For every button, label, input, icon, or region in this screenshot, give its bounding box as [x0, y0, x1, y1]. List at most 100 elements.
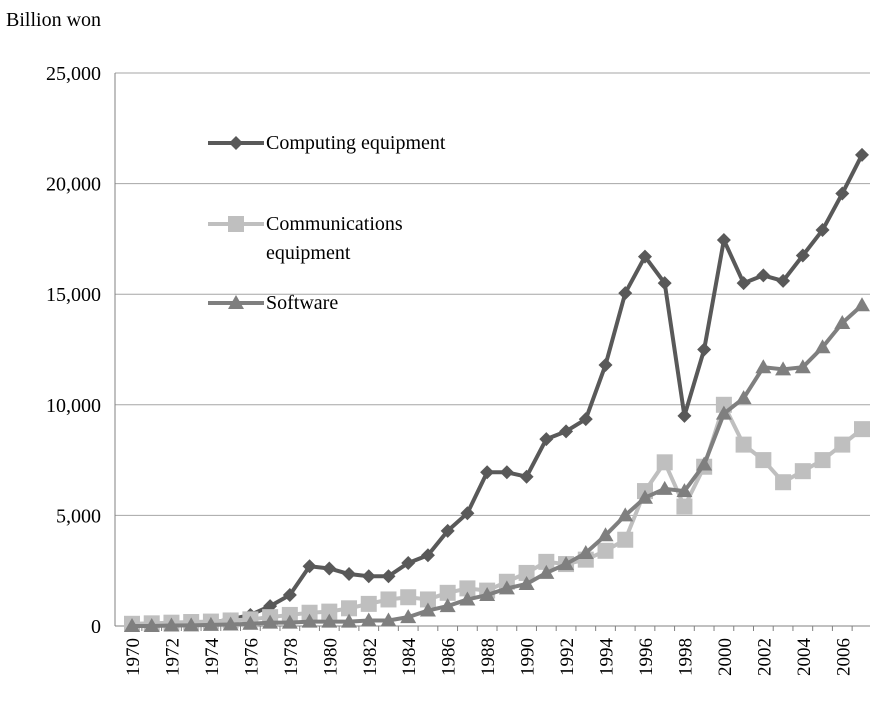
data-point: [855, 147, 869, 162]
data-point: [341, 600, 358, 617]
data-point: [163, 617, 180, 632]
data-point: [597, 542, 614, 559]
data-point: [282, 588, 297, 603]
data-point: [143, 618, 160, 632]
x-tick-label: 2000: [715, 638, 736, 676]
data-point: [380, 591, 397, 608]
data-point: [228, 295, 244, 309]
data-point: [124, 618, 140, 632]
data-point: [460, 506, 475, 521]
data-point: [834, 436, 851, 453]
data-point: [677, 408, 692, 423]
data-point: [480, 465, 495, 480]
data-point: [775, 474, 792, 491]
data-point: [617, 531, 634, 548]
data-point: [498, 580, 515, 595]
data-point: [736, 276, 751, 291]
data-point: [756, 268, 771, 283]
data-point: [755, 452, 772, 469]
data-point: [321, 603, 338, 620]
data-point: [835, 186, 850, 201]
data-point: [360, 612, 377, 627]
data-point: [262, 614, 279, 629]
x-tick-label: 1974: [202, 638, 223, 677]
data-point: [459, 591, 476, 606]
y-axis-label: Billion won: [6, 9, 101, 31]
data-point: [815, 223, 830, 238]
series-line: [132, 303, 864, 628]
x-tick-label: 1982: [360, 638, 381, 676]
data-point: [419, 591, 436, 608]
x-tick-label: 1998: [675, 638, 696, 676]
data-point: [696, 456, 713, 471]
data-point: [360, 595, 377, 612]
data-point: [519, 469, 534, 484]
x-tick-label: 2002: [754, 638, 775, 676]
data-point: [380, 612, 397, 627]
data-point: [795, 248, 810, 263]
y-tick-label: 10,000: [46, 395, 101, 417]
data-point: [656, 480, 673, 495]
data-point: [401, 555, 416, 570]
data-point: [577, 545, 594, 560]
data-point: [794, 359, 811, 374]
data-point: [518, 575, 535, 590]
data-point: [834, 314, 851, 329]
data-point: [321, 613, 338, 628]
x-tick-label: 1984: [399, 638, 420, 677]
data-point: [697, 342, 712, 357]
x-tick-label: 1976: [241, 638, 262, 676]
data-point: [381, 569, 396, 584]
data-point: [183, 617, 200, 632]
x-tick-label: 1996: [636, 638, 657, 676]
data-point: [301, 613, 318, 628]
x-tick-label: 1970: [123, 638, 144, 676]
x-tick-label: 1980: [320, 638, 341, 676]
data-point: [676, 483, 693, 498]
data-point: [539, 432, 554, 447]
y-tick-label: 0: [91, 616, 101, 638]
data-point: [228, 216, 244, 232]
x-tick-label: 1994: [597, 638, 618, 677]
data-point: [597, 527, 614, 542]
data-point: [657, 276, 672, 291]
data-point: [794, 463, 811, 480]
series: [124, 396, 870, 632]
x-tick-label: 1986: [439, 638, 460, 676]
data-point: [439, 598, 456, 613]
data-point: [222, 616, 239, 631]
x-tick-label: 1992: [557, 638, 578, 676]
data-point: [459, 580, 476, 597]
y-tick-label: 5,000: [56, 505, 101, 527]
y-tick-label: 25,000: [46, 63, 101, 85]
data-point: [342, 567, 357, 582]
x-tick-label: 1972: [162, 638, 183, 676]
data-point: [440, 523, 455, 538]
data-point: [420, 548, 435, 563]
data-point: [479, 587, 496, 602]
data-point: [598, 357, 613, 372]
data-point: [618, 286, 633, 301]
data-point: [775, 361, 792, 376]
data-point: [341, 613, 358, 628]
data-point: [637, 249, 652, 264]
data-point: [716, 233, 731, 248]
data-point: [656, 454, 673, 471]
data-point: [538, 553, 555, 570]
data-point: [735, 390, 752, 405]
data-point: [281, 614, 298, 629]
x-tick-label: 2004: [794, 638, 815, 677]
data-point: [242, 615, 259, 630]
data-point: [518, 564, 535, 581]
data-point: [419, 602, 436, 617]
data-point: [439, 584, 456, 601]
data-point: [676, 498, 693, 515]
data-point: [499, 465, 514, 480]
x-tick-label: 1978: [281, 638, 302, 676]
data-point: [715, 405, 732, 420]
x-tick-label: 2006: [833, 638, 854, 676]
data-point: [400, 589, 417, 606]
data-point: [776, 273, 791, 288]
legend-label: Computing equipment: [266, 132, 446, 154]
